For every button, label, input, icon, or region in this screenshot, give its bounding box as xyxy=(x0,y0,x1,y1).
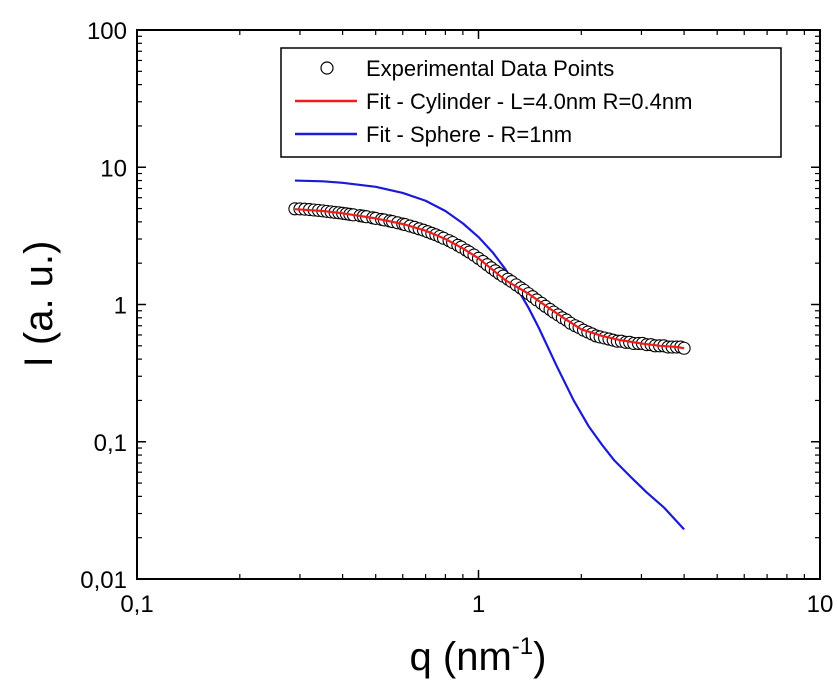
legend: Experimental Data Points Fit - Cylinder … xyxy=(280,47,782,158)
series-layer xyxy=(288,179,691,531)
x-tick-label: 0,1 xyxy=(120,591,153,618)
y-tick-label: 1 xyxy=(114,293,127,320)
y-axis-title: I (a. u.) xyxy=(17,241,61,368)
y-tick-label: 10 xyxy=(100,155,127,182)
legend-label-experimental: Experimental Data Points xyxy=(366,56,614,81)
x-axis-title-end: ) xyxy=(533,635,546,679)
y-tick-label: 100 xyxy=(87,18,127,45)
sphere-fit-line xyxy=(294,179,685,531)
y-tick-label: 0,1 xyxy=(94,430,127,457)
x-axis-title-main: q (nm xyxy=(410,635,512,679)
legend-box xyxy=(280,47,782,158)
x-tick-label: 10 xyxy=(807,591,834,618)
legend-marker-experimental xyxy=(320,61,334,75)
legend-label-cylinder: Fit - Cylinder - L=4.0nm R=0.4nm xyxy=(366,89,692,114)
x-axis-title-sup: -1 xyxy=(512,633,533,660)
x-axis-title: q (nm-1) xyxy=(410,633,547,679)
x-tick-label: 1 xyxy=(472,591,485,618)
y-tick-label: 0,01 xyxy=(80,567,127,594)
legend-label-sphere: Fit - Sphere - R=1nm xyxy=(366,122,572,147)
cylinder-fit-line xyxy=(294,208,685,350)
